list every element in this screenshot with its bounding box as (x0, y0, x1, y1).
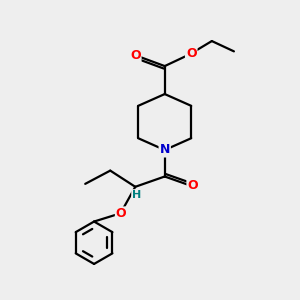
Text: O: O (130, 49, 141, 62)
Text: O: O (186, 47, 196, 60)
Text: O: O (188, 179, 198, 192)
Text: N: N (160, 143, 170, 157)
Text: H: H (132, 190, 141, 200)
Text: O: O (116, 207, 127, 220)
